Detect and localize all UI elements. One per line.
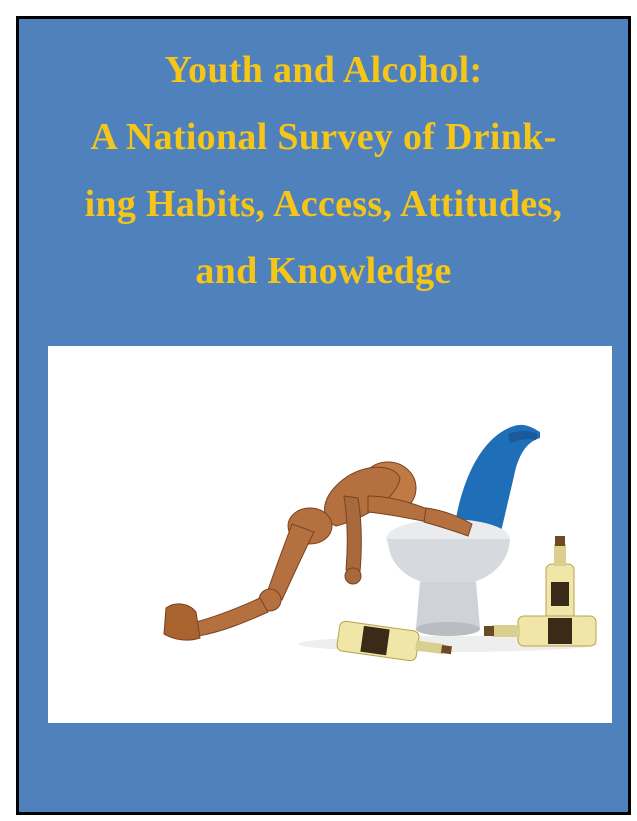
title-line-1: Youth and Alcohol: bbox=[164, 49, 483, 91]
title-line-4: and Knowledge bbox=[195, 250, 452, 292]
book-cover: Youth and Alcohol: A National Survey of … bbox=[16, 16, 631, 815]
title-line-3: ing Habits, Access, Attitudes, bbox=[84, 183, 563, 225]
title-line-2: A National Survey of Drink- bbox=[90, 116, 557, 158]
bottle-lying-icon bbox=[336, 620, 452, 662]
cover-title: Youth and Alcohol: A National Survey of … bbox=[19, 37, 628, 305]
toilet-lid-icon bbox=[456, 424, 540, 537]
bottle-standing-icon bbox=[545, 536, 575, 625]
cover-photo bbox=[48, 346, 612, 723]
bottle-side-icon bbox=[484, 615, 597, 647]
mannequin-toilet-illustration-icon bbox=[163, 424, 598, 662]
